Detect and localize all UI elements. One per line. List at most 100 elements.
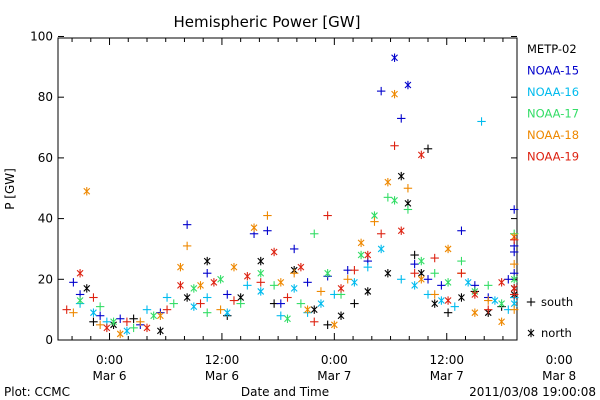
data-point-south [310, 317, 319, 326]
data-point-north [156, 326, 164, 336]
data-point-north [83, 187, 91, 196]
data-point-north [257, 269, 265, 278]
data-point-north [337, 311, 345, 320]
x-axis: 0:00 Mar 6 12:00 Mar 6 0:00 Mar 7 12:00 Mar 7 0:… [71, 38, 576, 383]
y-tick-label: 0 [45, 333, 53, 347]
data-point-south [403, 205, 413, 214]
data-point-north [210, 278, 218, 287]
data-point-south [162, 305, 172, 314]
data-point-north [304, 305, 311, 314]
data-point-north [330, 320, 338, 330]
x-tick-date-label: Mar 7 [317, 369, 351, 383]
data-point-south [509, 235, 519, 245]
data-point-south [95, 311, 105, 320]
data-point-north [197, 281, 204, 290]
marker-legend: south north [526, 295, 573, 340]
legend-item: NOAA-17 [527, 107, 579, 121]
marker-legend-label: south [541, 295, 573, 309]
series-noaa-15 [69, 53, 519, 330]
data-point-south [343, 275, 352, 284]
data-point-north [217, 275, 224, 284]
data-point-south [289, 269, 299, 278]
data-point-north [337, 284, 345, 293]
marker-legend-plus [526, 297, 536, 307]
data-point-north [156, 311, 164, 320]
data-point-north [297, 262, 305, 272]
data-point-north [257, 256, 265, 266]
data-point-north [464, 278, 472, 287]
data-point-south [203, 293, 212, 302]
data-point-south [323, 211, 332, 220]
x-tick-time-label: 12:00 [429, 353, 464, 367]
data-point-south [457, 256, 466, 266]
data-point-north [498, 317, 505, 326]
footer-credit: Plot: CCMC [4, 385, 70, 399]
data-point-south [410, 269, 419, 278]
y-tick-label: 40 [38, 212, 53, 226]
data-point-north [143, 323, 151, 333]
data-point-north [391, 196, 398, 205]
data-point-north [438, 296, 445, 305]
data-point-south [410, 259, 419, 269]
data-point-south [430, 253, 439, 263]
y-tick-label: 80 [38, 90, 53, 104]
data-point-south [203, 308, 212, 317]
y-tick-label: 20 [38, 272, 53, 286]
data-point-north [417, 256, 425, 266]
data-point-south [430, 269, 439, 278]
data-point-north [110, 317, 117, 326]
data-point-south [484, 305, 493, 314]
data-point-north [391, 89, 398, 99]
x-tick-date-label: Mar 7 [430, 369, 464, 383]
x-tick-date-label: Mar 6 [205, 369, 239, 383]
data-point-north [444, 244, 452, 254]
x-tick-time-label: 0:00 [96, 353, 123, 367]
data-point-north [83, 284, 91, 293]
data-point-south [69, 278, 78, 287]
data-point-north [498, 299, 505, 308]
data-point-south [310, 229, 319, 238]
data-point-south [457, 269, 466, 278]
data-point-south [376, 229, 386, 238]
data-point-north [357, 250, 365, 260]
marker-legend-star [527, 328, 535, 338]
data-point-south [69, 308, 78, 317]
data-point-south [223, 290, 232, 299]
data-point-south [203, 269, 212, 278]
data-point-north [230, 262, 238, 272]
data-point-north [290, 284, 298, 293]
data-point-north [471, 290, 479, 299]
data-point-north [243, 272, 251, 281]
data-point-north [190, 284, 198, 293]
data-point-north [257, 287, 265, 296]
data-point-south [363, 262, 372, 272]
data-point-south [323, 320, 332, 330]
data-point-north [116, 329, 124, 339]
data-point-south [296, 299, 306, 308]
x-tick-time-label: 0:00 [546, 353, 573, 367]
x-tick-date-label: Mar 8 [542, 369, 576, 383]
data-point-south [450, 302, 459, 311]
data-point-north [404, 80, 412, 90]
data-points [62, 53, 519, 339]
footer-timestamp: 2011/03/08 19:00:08 [469, 385, 596, 399]
data-point-south [437, 281, 446, 290]
data-point-north [411, 281, 419, 290]
data-point-south [256, 278, 265, 287]
marker-legend-label: north [541, 326, 572, 340]
data-point-north [250, 223, 258, 232]
data-point-north [397, 171, 405, 181]
data-point-north [458, 293, 465, 302]
data-point-south [383, 193, 393, 202]
data-point-north [397, 226, 405, 235]
data-point-south [216, 305, 225, 314]
y-axis-label: P [GW] [3, 168, 17, 210]
data-point-south [182, 241, 192, 251]
data-point-south [263, 226, 272, 235]
data-point-south [423, 144, 433, 153]
y-tick-label: 60 [38, 151, 53, 165]
data-point-north [223, 308, 231, 317]
data-point-north [203, 256, 211, 266]
data-point-north [384, 177, 392, 187]
data-point-south [303, 278, 312, 287]
